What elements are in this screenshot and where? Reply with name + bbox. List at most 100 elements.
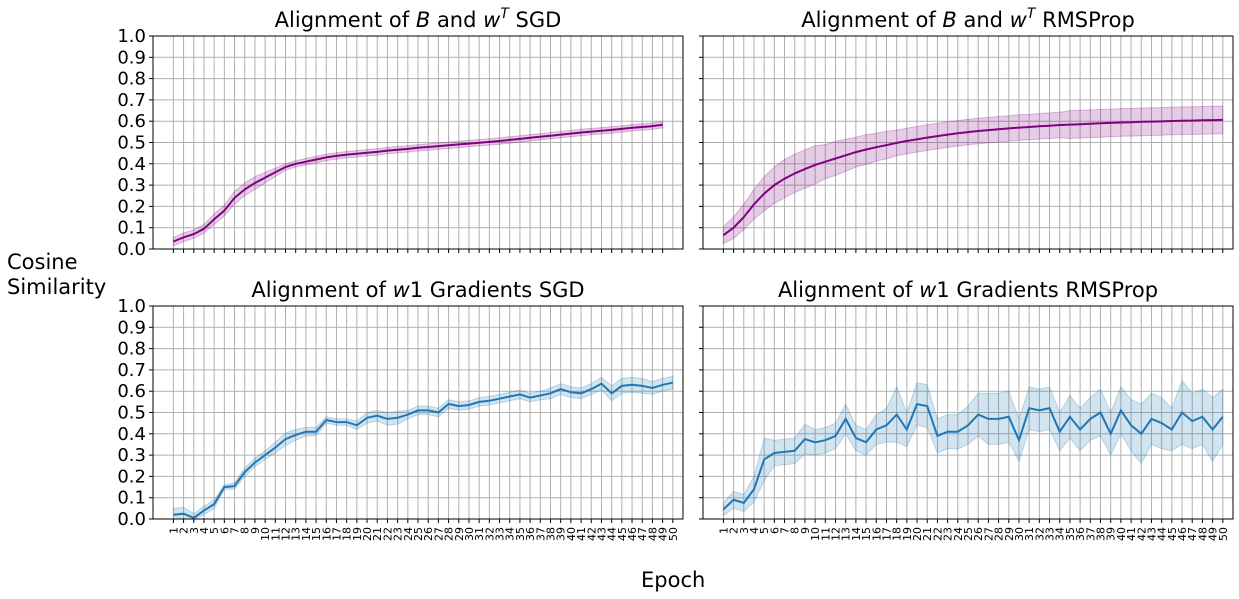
x-tick-label: 13: [840, 527, 853, 541]
x-tick-label: 27: [982, 527, 995, 541]
x-tick-label: 6: [768, 527, 781, 534]
series-line: [173, 381, 674, 520]
x-tick-label: 18: [341, 527, 354, 541]
y-tick-label: 0.2: [117, 466, 146, 487]
x-tick-label: 39: [1105, 527, 1118, 541]
y-tick-label: 0.1: [117, 218, 146, 239]
x-tick-label: 9: [249, 527, 262, 534]
x-tick-label: 19: [351, 527, 364, 541]
x-tick-label: 3: [738, 527, 751, 534]
x-tick-label: 32: [1033, 527, 1046, 541]
x-tick-label: 34: [504, 527, 517, 541]
chart-title: Alignment of B and wT SGD: [275, 6, 562, 32]
x-tick-label: 23: [942, 527, 955, 541]
y-tick-label: 0.6: [117, 381, 146, 402]
chart-title-part: RMSProp: [1035, 8, 1134, 32]
x-tick-label: 11: [269, 527, 282, 541]
chart-panel-4: 1234567891011121314151617181920212223242…: [699, 278, 1234, 541]
series-line: [173, 123, 663, 243]
x-tick-label: 38: [545, 527, 558, 541]
x-tick-label: 3: [188, 527, 201, 534]
x-tick-label: 43: [595, 527, 608, 541]
x-tick-label: 50: [667, 527, 680, 541]
y-tick-label: 0.8: [117, 69, 146, 90]
confidence-band: [172, 121, 664, 247]
x-tick-label: 16: [320, 527, 333, 541]
x-tick-label: 10: [259, 527, 272, 541]
x-tick-label: 31: [473, 527, 486, 541]
x-tick-label: 8: [789, 527, 802, 534]
x-tick-label: 44: [1156, 527, 1169, 541]
x-tick-label: 21: [921, 527, 934, 541]
x-tick-label: 5: [208, 527, 221, 534]
x-tick-label: 28: [993, 527, 1006, 541]
x-tick-label: 6: [218, 527, 231, 534]
x-tick-label: 20: [361, 527, 374, 541]
chart-panel-3: 0.00.10.20.30.40.50.60.70.80.91.01234567…: [117, 278, 684, 541]
x-tick-label: 48: [1196, 527, 1209, 541]
x-tick-label: 4: [198, 527, 211, 534]
chart-title-symbol: w: [919, 278, 937, 302]
x-tick-label: 12: [830, 527, 843, 541]
y-tick-label: 0.9: [117, 47, 146, 68]
y-tick-label: 0.8: [117, 339, 146, 360]
x-tick-label: 48: [646, 527, 659, 541]
x-tick-label: 11: [819, 527, 832, 541]
y-tick-label: 0.4: [117, 154, 146, 175]
x-tick-label: 37: [1084, 527, 1097, 541]
x-tick-label: 36: [524, 527, 537, 541]
y-tick-label: 0.3: [117, 175, 146, 196]
x-tick-label: 21: [371, 527, 384, 541]
chart-title-symbol: w: [1010, 8, 1028, 32]
y-tick-label: 0.5: [117, 133, 146, 154]
figure-xlabel: Epoch: [641, 568, 706, 592]
x-tick-label: 38: [1095, 527, 1108, 541]
x-tick-label: 17: [330, 527, 343, 541]
x-tick-label: 31: [1023, 527, 1036, 541]
x-tick-label: 25: [412, 527, 425, 541]
x-tick-label: 16: [870, 527, 883, 541]
x-tick-label: 46: [626, 527, 639, 541]
x-tick-label: 24: [952, 527, 965, 541]
x-tick-label: 41: [575, 527, 588, 541]
chart-title: Alignment of w1 Gradients SGD: [251, 278, 584, 302]
y-tick-label: 0.5: [117, 403, 146, 424]
y-tick-label: 0.3: [117, 445, 146, 466]
x-tick-label: 29: [453, 527, 466, 541]
confidence-band: [722, 105, 1224, 245]
x-tick-label: 40: [565, 527, 578, 541]
x-tick-label: 46: [1176, 527, 1189, 541]
x-tick-label: 47: [1186, 527, 1199, 541]
grid: [153, 35, 683, 250]
x-tick-label: 13: [290, 527, 303, 541]
x-tick-label: 30: [1013, 527, 1026, 541]
x-tick-label: 36: [1074, 527, 1087, 541]
x-tick-label: 1: [717, 527, 730, 534]
x-tick-label: 25: [962, 527, 975, 541]
chart-panel-1: 0.00.10.20.30.40.50.60.70.80.91.0 Alignme…: [117, 6, 684, 260]
x-tick-label: 18: [891, 527, 904, 541]
x-tick-label: 9: [799, 527, 812, 534]
chart-title-symbol: B: [416, 8, 430, 32]
x-tick-label: 35: [1064, 527, 1077, 541]
x-tick-label: 47: [636, 527, 649, 541]
x-tick-label: 17: [880, 527, 893, 541]
x-tick-label: 37: [534, 527, 547, 541]
chart-title-symbol: w: [393, 278, 411, 302]
x-tick-label: 14: [850, 527, 863, 541]
x-tick-label: 49: [1207, 527, 1220, 541]
chart-title-symbol: w: [483, 8, 501, 32]
x-tick-label: 2: [728, 527, 741, 534]
x-tick-label: 33: [494, 527, 507, 541]
x-tick-label: 7: [229, 527, 242, 534]
x-tick-label: 22: [381, 527, 394, 541]
x-tick-label: 33: [1044, 527, 1057, 541]
series-line: [722, 118, 1223, 237]
x-tick-label: 27: [432, 527, 445, 541]
chart-title-part: Alignment of: [801, 8, 942, 32]
y-tick-label: 0.7: [117, 360, 146, 381]
chart-title-part: 1 Gradients RMSProp: [936, 278, 1158, 302]
y-tick-label: 0.9: [117, 317, 146, 338]
figure-ylabel-line1: Cosine: [7, 250, 78, 274]
x-tick-label: 32: [483, 527, 496, 541]
